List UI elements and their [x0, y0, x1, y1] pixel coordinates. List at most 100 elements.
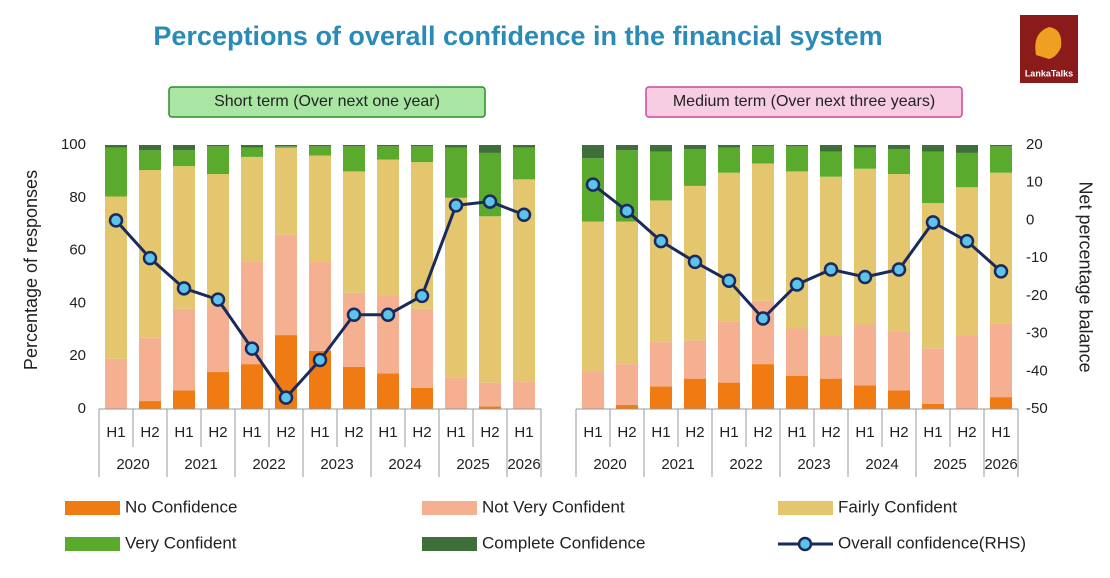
legend-swatch [422, 501, 477, 515]
legend-marker [797, 536, 813, 552]
bar-segment [582, 221, 604, 373]
bar-segment [513, 179, 535, 382]
bar-segment [207, 146, 229, 175]
x-group-label: 2021 [184, 456, 217, 473]
bar-segment [173, 145, 195, 151]
line-marker [346, 307, 362, 322]
bar-segment [309, 146, 331, 156]
bar-segment [650, 151, 672, 201]
bar-segment [854, 145, 876, 148]
bar-segment [684, 378, 706, 409]
legend-swatch [778, 501, 833, 515]
x-tick-label: H2 [821, 424, 840, 441]
line-marker [959, 233, 975, 249]
line-marker [482, 194, 498, 209]
x-tick-label: H2 [685, 424, 704, 441]
x-tick-label: H1 [651, 424, 670, 441]
panel-label: Short term (Over next one year) [214, 93, 440, 110]
x-tick-label: H1 [991, 424, 1010, 441]
bar-segment [922, 151, 944, 204]
x-tick-label: H2 [753, 424, 772, 441]
panel-label-box [645, 86, 963, 118]
logo-icon [1035, 27, 1062, 59]
bar-segment [990, 397, 1012, 409]
bar-segment [377, 145, 399, 147]
line-marker [789, 277, 805, 292]
bar-segment [513, 147, 535, 180]
bar-segment [173, 308, 195, 391]
bar-segment [411, 308, 433, 388]
bar-segment [718, 172, 740, 322]
bar-segment [752, 163, 774, 301]
line-marker [244, 341, 260, 356]
bar-segment [411, 145, 433, 147]
bar-segment [956, 145, 978, 153]
bar-segment [139, 145, 161, 151]
bar-segment [275, 146, 297, 148]
x-group-label: 2026 [507, 456, 540, 473]
x-tick-label: H1 [242, 424, 261, 441]
bar-segment [105, 145, 127, 148]
bar-segment [411, 146, 433, 163]
bar-segment [616, 405, 638, 409]
panel: Medium term (Over next three years) H1 H2 2… [575, 86, 1019, 477]
bar-segment [888, 145, 910, 149]
bar-segment [479, 382, 501, 407]
bar-segment [820, 378, 842, 409]
bar-segment [922, 403, 944, 409]
bar-segment [411, 387, 433, 409]
x-tick-label: H2 [617, 424, 636, 441]
line-marker [278, 390, 294, 405]
x-tick-label: H2 [208, 424, 227, 441]
bar-segment [445, 145, 467, 148]
x-group-label: 2021 [661, 456, 694, 473]
bar-segment [241, 147, 263, 157]
x-tick-label: H1 [378, 424, 397, 441]
x-group-label: 2026 [984, 456, 1017, 473]
x-tick-label: H2 [140, 424, 159, 441]
x-group-label: 2025 [456, 456, 489, 473]
line-marker [619, 203, 635, 219]
bar-segment [650, 200, 672, 342]
y-tick-label: 20 [69, 347, 86, 364]
bar-segment [139, 401, 161, 409]
line-marker [380, 307, 396, 322]
bar-segment [513, 381, 535, 409]
bar-segment [922, 203, 944, 349]
legend-label: Not Very Confident [482, 497, 625, 516]
x-tick-label: H2 [276, 424, 295, 441]
bar-segment [786, 376, 808, 409]
y2-tick-label: -20 [1026, 287, 1048, 304]
y2-tick-label: -40 [1026, 362, 1048, 379]
bar-segment [445, 197, 467, 378]
bar-segment [718, 321, 740, 383]
bar-segment [207, 372, 229, 409]
bar-segment [616, 364, 638, 406]
x-tick-label: H1 [719, 424, 738, 441]
bar-segment [820, 176, 842, 336]
panel-label-box [168, 86, 486, 118]
bar-segment [241, 156, 263, 262]
bar-segment [275, 234, 297, 336]
line-marker [210, 292, 226, 307]
bar-segment [377, 295, 399, 374]
bar-segment [343, 171, 365, 293]
bar-segment [718, 145, 740, 148]
bar-segment [718, 382, 740, 409]
bar-segment [956, 152, 978, 188]
bar-segment [854, 147, 876, 169]
x-tick-label: H1 [583, 424, 602, 441]
logo-text: LankaTalks [1025, 68, 1073, 78]
y-axis-title: Percentage of responses [21, 170, 41, 370]
bar-segment [479, 145, 501, 153]
x-tick-label: H1 [923, 424, 942, 441]
bar-segment [241, 145, 263, 148]
bar-segment [718, 147, 740, 173]
line-marker [176, 281, 192, 296]
bar-segment [173, 166, 195, 309]
y-tick-label: 100 [61, 136, 86, 153]
bar-segment [139, 337, 161, 402]
x-group-label: 2023 [797, 456, 830, 473]
x-tick-label: H2 [412, 424, 431, 441]
y-tick-label: 40 [69, 294, 86, 311]
